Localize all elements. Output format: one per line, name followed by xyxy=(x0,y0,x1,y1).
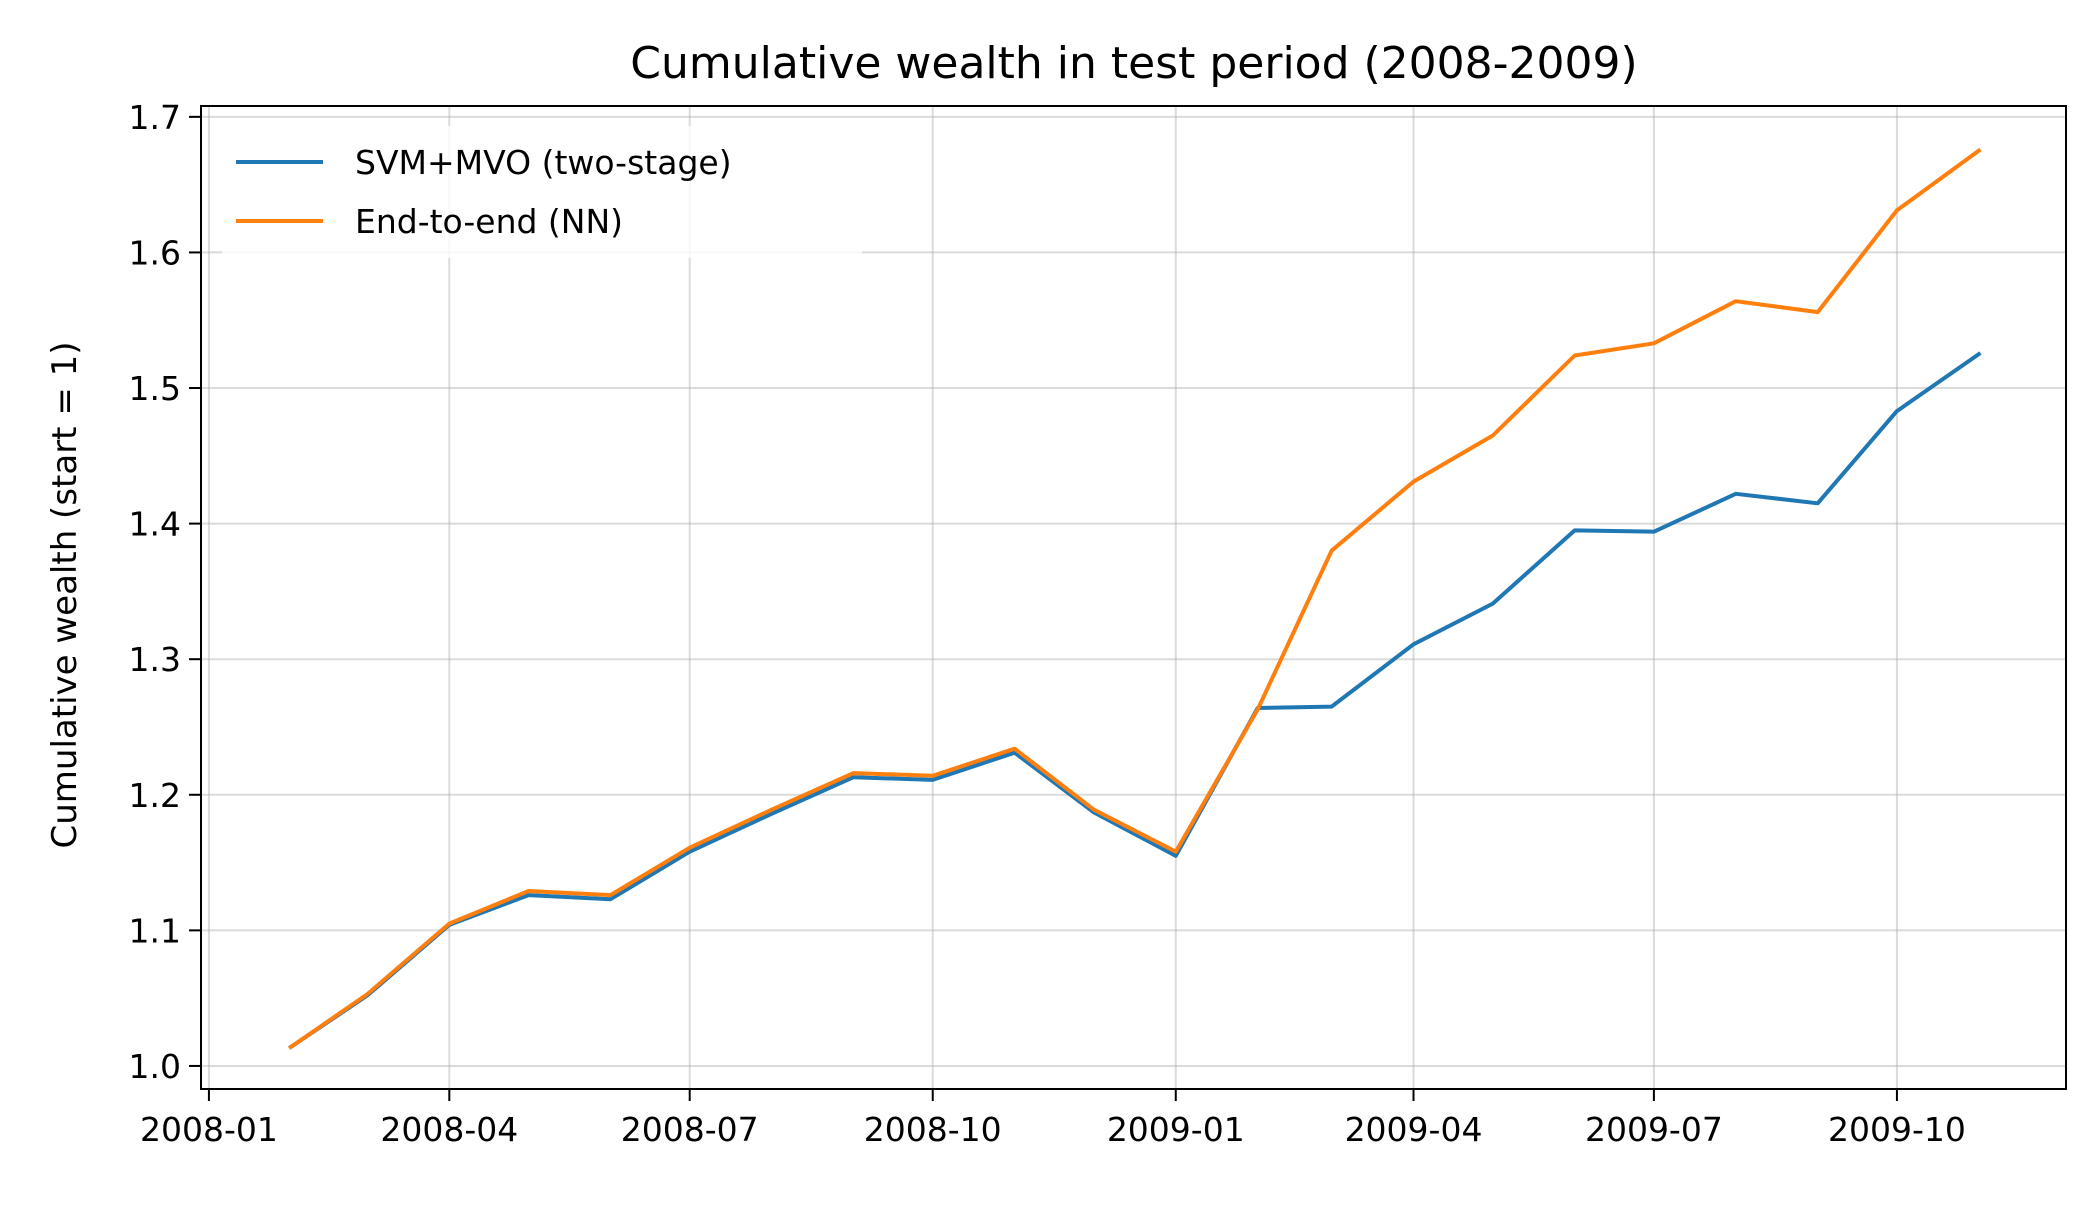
y-tick-label: 1.0 xyxy=(129,1047,181,1086)
x-tick-label: 2009-10 xyxy=(1828,1110,1966,1149)
x-tick-label: 2008-04 xyxy=(380,1110,518,1149)
y-tick-label: 1.1 xyxy=(129,911,181,950)
plot-frame xyxy=(200,105,2067,1090)
x-tick-label: 2009-04 xyxy=(1345,1110,1483,1149)
chart-title: Cumulative wealth in test period (2008-2… xyxy=(630,38,1637,89)
legend-label-svm-mvo: SVM+MVO (two-stage) xyxy=(355,143,732,182)
y-tick-label: 1.5 xyxy=(129,369,181,408)
series-line-svm-mvo xyxy=(288,351,1982,1050)
y-tick-label: 1.6 xyxy=(129,233,181,272)
y-tick-label: 1.4 xyxy=(129,505,181,544)
grid xyxy=(201,106,2066,1089)
x-tick-label: 2008-07 xyxy=(621,1110,759,1149)
x-tick-label: 2009-01 xyxy=(1107,1110,1245,1149)
x-tick-label: 2009-07 xyxy=(1585,1110,1723,1149)
series-line-end-to-end xyxy=(288,147,1982,1050)
legend-label-end-to-end: End-to-end (NN) xyxy=(355,202,623,241)
legend-box xyxy=(222,126,862,258)
y-tick-label: 1.7 xyxy=(129,98,181,137)
y-axis-label: Cumulative wealth (start = 1) xyxy=(45,341,85,848)
y-tick-label: 1.2 xyxy=(129,776,181,815)
x-tick-label: 2008-01 xyxy=(140,1110,278,1149)
legend: SVM+MVO (two-stage) End-to-end (NN) xyxy=(222,126,862,258)
axis-ticks: 2008-01 2008-04 2008-07 2008-10 2009-01 2009-… xyxy=(129,98,1966,1149)
x-tick-label: 2008-10 xyxy=(864,1110,1002,1149)
y-tick-label: 1.3 xyxy=(129,640,181,679)
series-lines xyxy=(288,147,1982,1050)
